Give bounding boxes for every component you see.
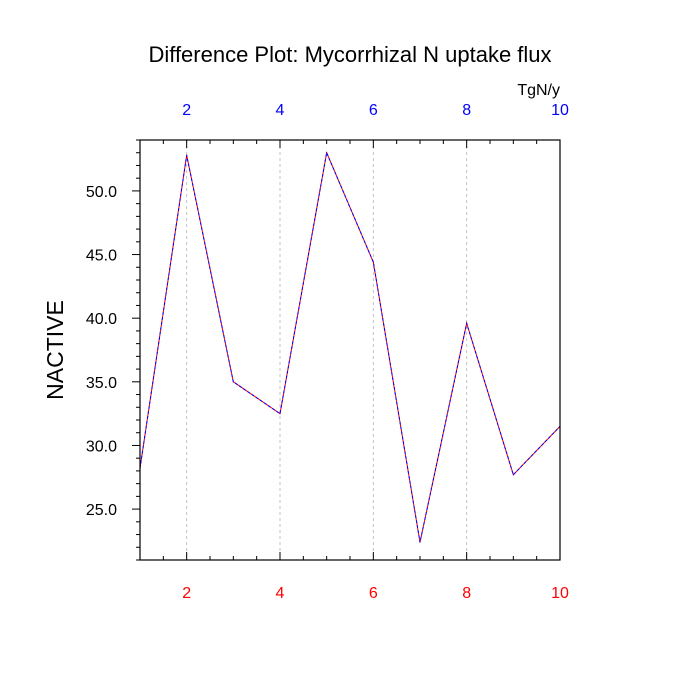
series-lines (139, 150, 561, 543)
data-point (186, 154, 188, 156)
tick-labels: 2 4 6 8 10 2 4 6 8 10 25.0 30.0 35.0 40.0 45.0 50.0 (86, 102, 569, 602)
data-point (372, 261, 374, 263)
chart-title: Difference Plot: Mycorrhizal N uptake fl… (148, 42, 551, 67)
plot-frame (139, 139, 561, 561)
x-tick-label-top: 6 (369, 102, 378, 119)
x-tick-label-bottom: 4 (276, 585, 285, 602)
data-point (232, 381, 234, 383)
series-line (139, 150, 561, 543)
y-tick-label: 35.0 (86, 375, 117, 392)
data-point (512, 474, 514, 476)
units-label: TgN/y (517, 82, 560, 99)
data-point (326, 152, 328, 154)
x-tick-label-bottom: 6 (369, 585, 378, 602)
grid-lines (186, 140, 468, 560)
x-tick-label-top: 8 (462, 102, 471, 119)
x-tick-label-bottom: 2 (182, 585, 191, 602)
y-tick-label: 45.0 (86, 248, 117, 265)
x-tick-label-top: 10 (551, 102, 569, 119)
y-tick-label: 40.0 (86, 311, 117, 328)
x-tick-label-bottom: 10 (551, 585, 569, 602)
data-point (279, 413, 281, 415)
y-tick-label: 30.0 (86, 438, 117, 455)
y-tick-label: 50.0 (86, 184, 117, 201)
y-axis-label: NACTIVE (42, 300, 68, 400)
axis-ticks (132, 139, 561, 561)
data-point (419, 541, 421, 543)
y-tick-label: 25.0 (86, 502, 117, 519)
data-point (466, 322, 468, 324)
x-tick-label-top: 4 (276, 102, 285, 119)
x-tick-label-top: 2 (182, 102, 191, 119)
series-line-overlay (139, 150, 561, 543)
x-tick-label-bottom: 8 (462, 585, 471, 602)
